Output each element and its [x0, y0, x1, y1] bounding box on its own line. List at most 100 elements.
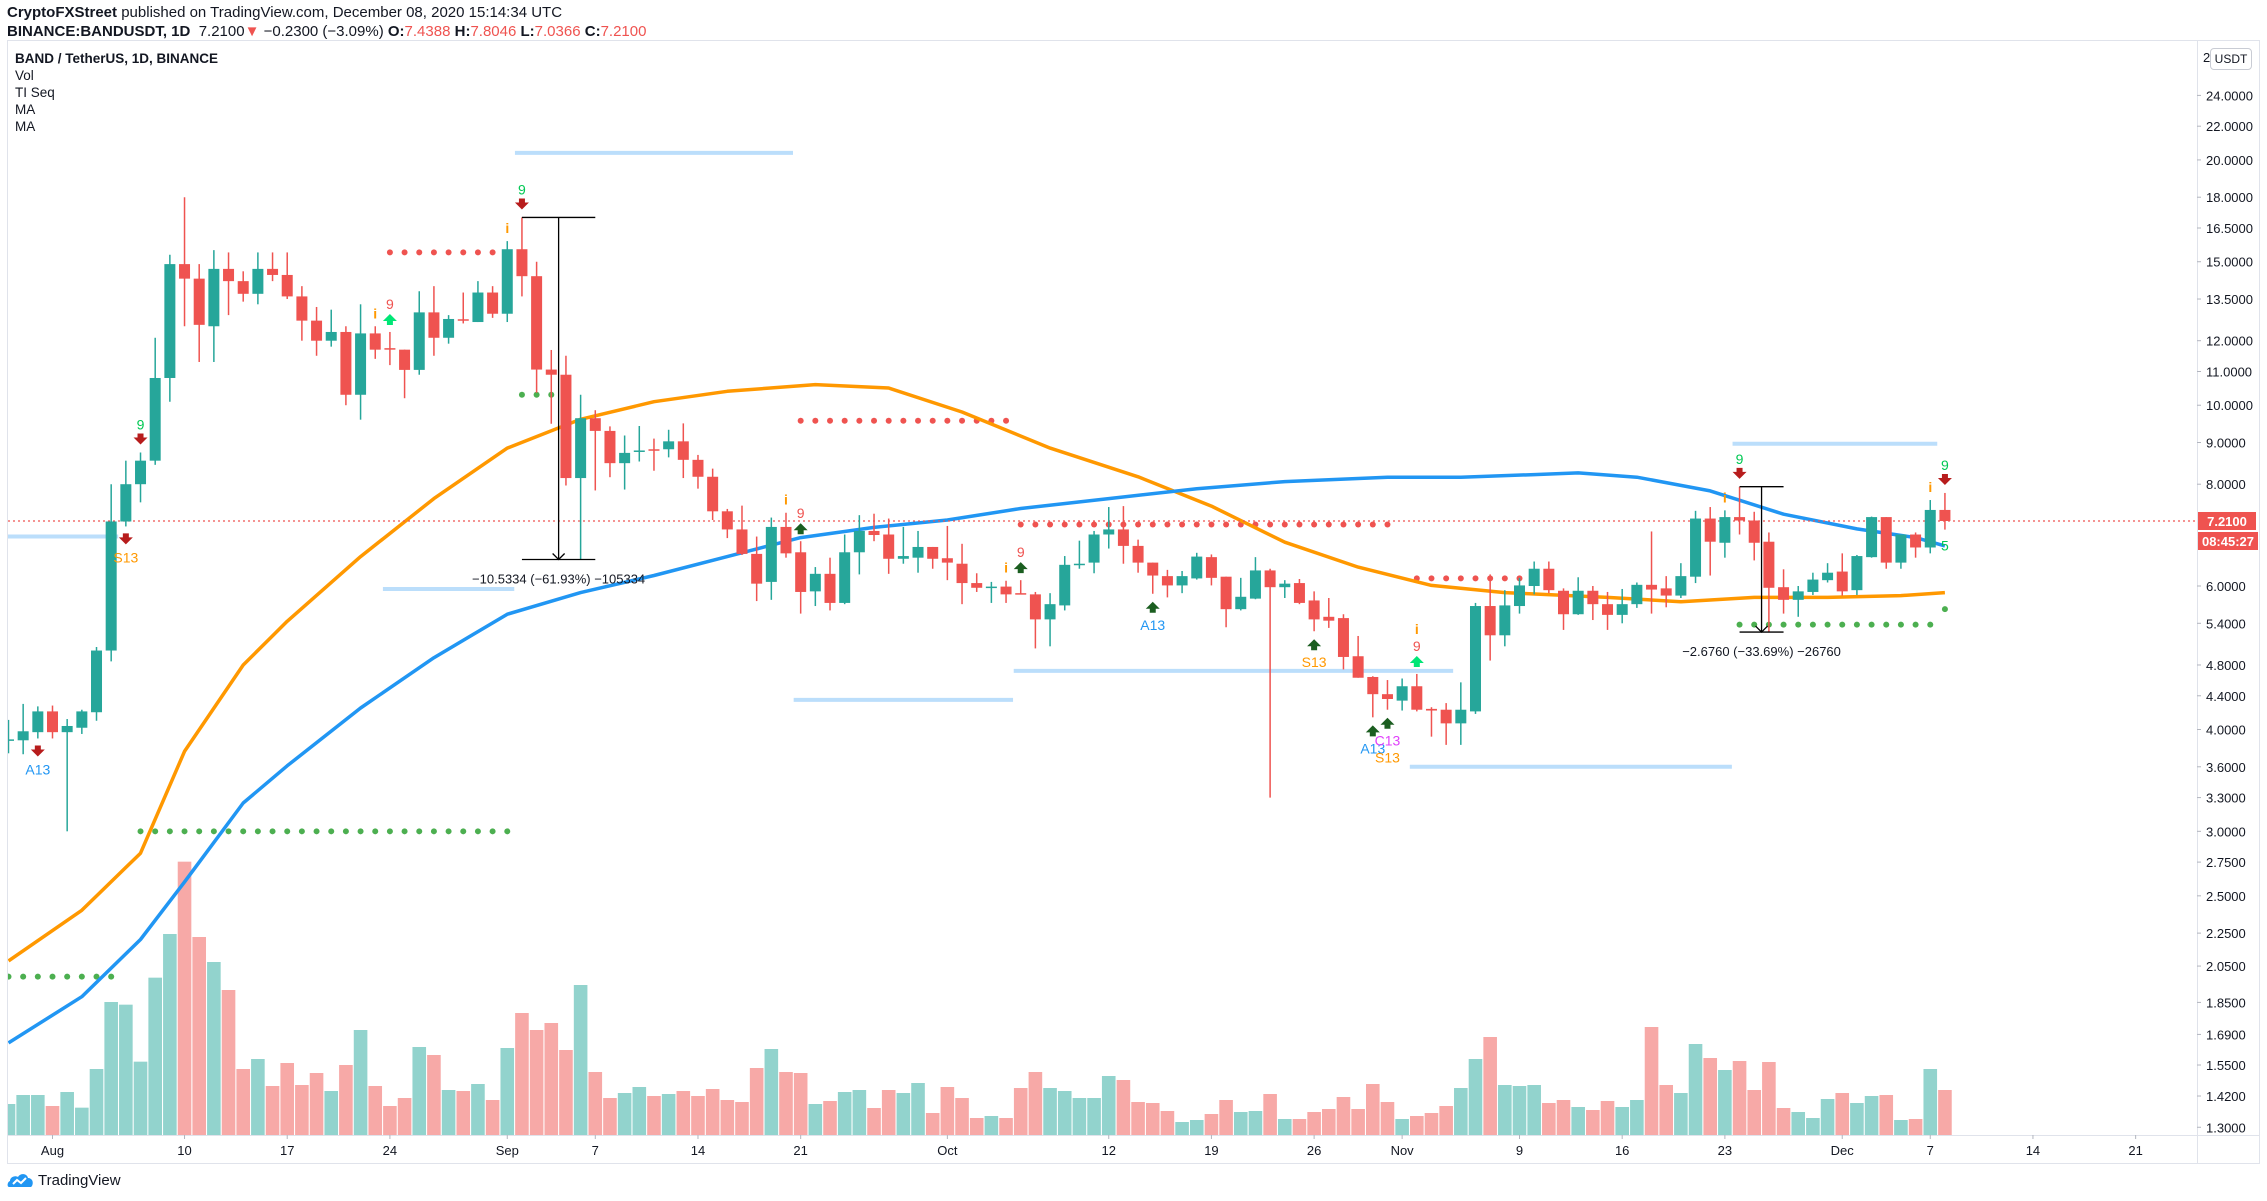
candle[interactable]: [839, 534, 851, 605]
candle[interactable]: [105, 484, 117, 662]
candle[interactable]: [1895, 534, 1907, 569]
legend-item-ma[interactable]: MA: [15, 119, 36, 134]
candle[interactable]: [1866, 516, 1878, 558]
chart-pane[interactable]: −10.5334 (−61.93%) −105334 −2.6760 (−33.6…: [1, 150, 2197, 1135]
candle[interactable]: [707, 468, 719, 521]
candle[interactable]: [1396, 678, 1408, 711]
candle[interactable]: [1132, 539, 1144, 573]
candle[interactable]: [1044, 593, 1056, 647]
candle[interactable]: [1807, 572, 1819, 595]
candle[interactable]: [1719, 510, 1731, 558]
candle[interactable]: [252, 252, 264, 305]
legend-item-vol[interactable]: Vol: [15, 68, 34, 83]
candle[interactable]: [736, 505, 748, 555]
candle[interactable]: [941, 525, 953, 581]
candle[interactable]: [1646, 531, 1658, 614]
candle[interactable]: [1367, 676, 1379, 718]
currency-button[interactable]: USDT: [2210, 48, 2252, 70]
candle[interactable]: [1704, 507, 1716, 576]
candle[interactable]: [1660, 576, 1672, 608]
candle[interactable]: [91, 647, 103, 721]
candle[interactable]: [751, 536, 763, 602]
candle[interactable]: [443, 315, 455, 344]
candle[interactable]: [1778, 569, 1790, 614]
candle[interactable]: [1792, 586, 1804, 617]
candle[interactable]: [223, 252, 235, 316]
candle[interactable]: [853, 515, 865, 575]
candle[interactable]: [1455, 682, 1467, 745]
candle[interactable]: [355, 304, 367, 420]
author-name[interactable]: CryptoFXStreet: [7, 4, 118, 21]
candle[interactable]: [1675, 563, 1687, 599]
candle[interactable]: [193, 264, 205, 362]
candle[interactable]: [795, 541, 807, 614]
candle[interactable]: [648, 438, 660, 471]
moving-average-blue-line[interactable]: [8, 471, 1946, 1045]
candle[interactable]: [1602, 591, 1614, 630]
candle[interactable]: [1308, 591, 1320, 632]
candle[interactable]: [1469, 602, 1481, 714]
candle[interactable]: [1690, 510, 1702, 584]
candle[interactable]: [589, 410, 601, 491]
candle[interactable]: [1176, 570, 1188, 594]
candle[interactable]: [721, 508, 733, 539]
candle[interactable]: [487, 286, 499, 318]
candle[interactable]: [560, 355, 572, 486]
candle[interactable]: [1088, 530, 1100, 574]
candle[interactable]: [237, 271, 249, 302]
candle[interactable]: [1147, 562, 1159, 594]
candle[interactable]: [1293, 579, 1305, 605]
candle[interactable]: [1059, 556, 1071, 611]
candle[interactable]: [1484, 574, 1496, 661]
candle[interactable]: [399, 349, 411, 399]
candle[interactable]: [1440, 703, 1452, 745]
candle[interactable]: [531, 261, 543, 393]
candle[interactable]: [1235, 577, 1247, 611]
candle[interactable]: [1631, 582, 1643, 608]
candle[interactable]: [604, 426, 616, 478]
candle[interactable]: [164, 254, 176, 402]
candle[interactable]: [1851, 554, 1863, 595]
candle[interactable]: [809, 567, 821, 607]
candle[interactable]: [868, 513, 880, 542]
candle[interactable]: [765, 517, 777, 600]
candle[interactable]: [149, 337, 161, 465]
candle[interactable]: [516, 217, 528, 297]
candle[interactable]: [17, 703, 29, 755]
candle[interactable]: [1323, 598, 1335, 628]
candle[interactable]: [1117, 506, 1129, 564]
candle[interactable]: [985, 581, 997, 603]
candle[interactable]: [1528, 561, 1540, 595]
candle[interactable]: [1910, 532, 1922, 558]
candle[interactable]: [619, 435, 631, 490]
candle[interactable]: [457, 292, 469, 324]
candle[interactable]: [296, 286, 308, 341]
candle[interactable]: [76, 709, 88, 734]
candle[interactable]: [267, 252, 279, 282]
candle[interactable]: [47, 705, 58, 739]
candle[interactable]: [1264, 568, 1276, 798]
candle[interactable]: [956, 543, 968, 605]
candle[interactable]: [971, 573, 983, 592]
candle[interactable]: [120, 460, 132, 527]
candle[interactable]: [501, 241, 513, 323]
candle[interactable]: [677, 423, 689, 479]
candle[interactable]: [1191, 552, 1203, 580]
candle[interactable]: [1103, 507, 1115, 549]
candle[interactable]: [1073, 540, 1085, 569]
time-axis[interactable]: Aug 10 17 24 Sep 7 14 21 Oct 12 19 26 Nov 9 16 23 Dec 7 14…: [41, 1135, 2143, 1158]
price-axis[interactable]: 24.0000 22.0000 20.0000 18.0000 16.5000 15.00…: [2197, 88, 2258, 1135]
candle[interactable]: [1411, 673, 1423, 712]
candle[interactable]: [545, 349, 557, 424]
candle[interactable]: [897, 526, 909, 564]
candle[interactable]: [1880, 517, 1892, 569]
candle[interactable]: [208, 250, 220, 362]
candle[interactable]: [311, 306, 323, 356]
legend-title[interactable]: BAND / TetherUS, 1D, BINANCE: [15, 51, 219, 66]
candle[interactable]: [1381, 680, 1393, 710]
candle[interactable]: [1220, 576, 1232, 628]
footer-brand[interactable]: TradingView: [7, 1172, 121, 1189]
candle[interactable]: [883, 518, 895, 574]
candle[interactable]: [912, 530, 924, 573]
